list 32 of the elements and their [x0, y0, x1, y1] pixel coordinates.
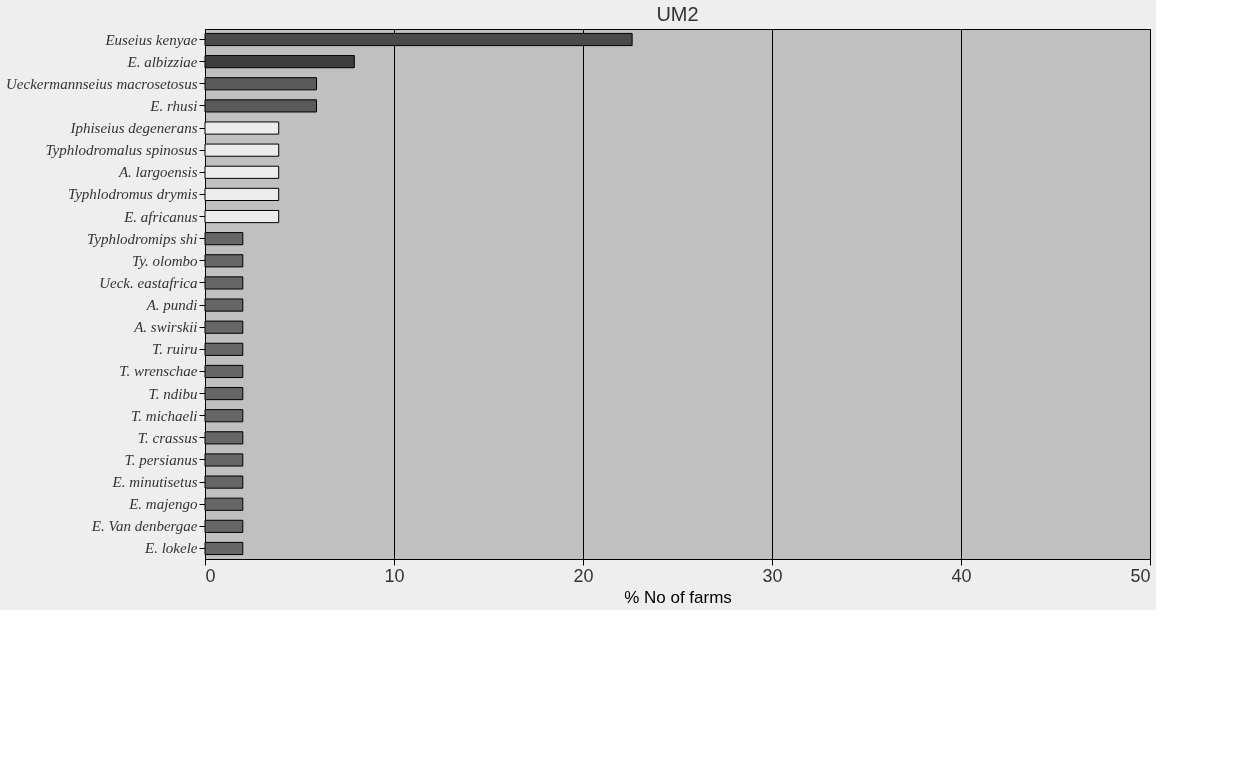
y-tick-label: E. Van denbergae [90, 518, 198, 535]
y-tick-label: T. ruiru [151, 341, 198, 358]
y-tick-label: Iphiseius degenerans [69, 120, 198, 137]
y-tick-label: Ueck. eastafrica [99, 274, 198, 291]
x-tick-label: 20 [573, 565, 594, 586]
y-tick-label: Typhlodromips shi [87, 230, 198, 247]
y-tick-label: Typhlodromus drymis [67, 186, 198, 203]
y-tick-label: T. persianus [124, 451, 198, 468]
y-tick-label: Euseius kenyae [104, 31, 198, 48]
y-tick-label: T. crassus [137, 429, 198, 446]
y-tick-label: A. largoensis [117, 164, 198, 181]
x-axis-title: % No of farms [624, 587, 732, 607]
x-tick-label: 0 [205, 565, 216, 586]
y-tick-label: T. ndibu [148, 385, 198, 402]
y-tick-label: E. albizziae [126, 53, 198, 70]
y-tick-label: E. majengo [128, 496, 198, 513]
x-tick-label: 10 [384, 565, 405, 586]
y-tick-label: A. pundi [145, 297, 198, 314]
y-tick-label: E. lokele [144, 540, 198, 557]
x-tick-label: 40 [951, 565, 972, 586]
y-tick-label: Ueckermannseius macrosetosus [6, 75, 198, 92]
y-tick-label: E. africanus [123, 208, 198, 225]
y-tick-label: E. minutisetus [111, 474, 198, 491]
y-tick-label: Ty. olombo [131, 252, 198, 269]
y-tick-label: T. wrenschae [119, 363, 198, 380]
y-tick-label: T. michaeli [131, 407, 198, 424]
y-tick-label: A. swirskii [133, 319, 198, 336]
chart-title: UM2 [656, 3, 699, 25]
y-tick-label: Typhlodromalus spinosus [45, 142, 198, 159]
y-tick-label: E. rhusi [149, 97, 198, 114]
x-tick-label: 30 [762, 565, 783, 586]
x-tick-label: 50 [1130, 565, 1151, 586]
